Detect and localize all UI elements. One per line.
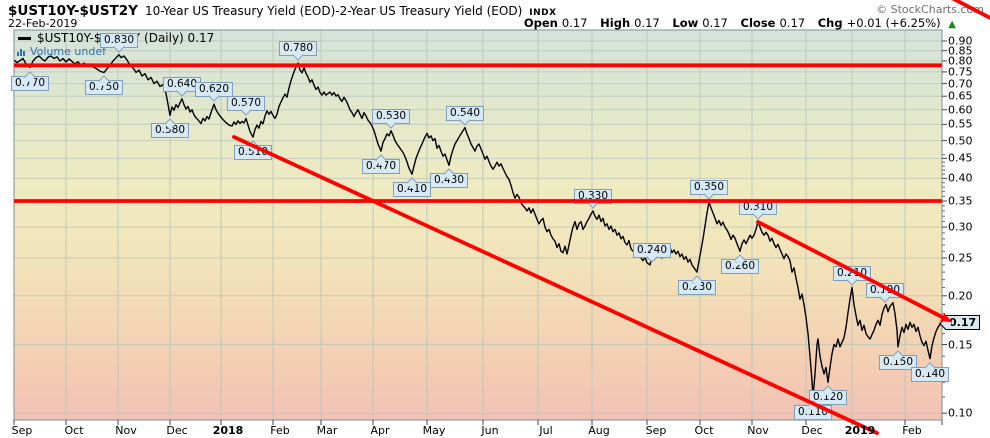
y-axis-label: 0.90	[948, 34, 973, 48]
price-flag: 0.780	[278, 41, 318, 61]
x-axis-label: Nov	[747, 424, 769, 437]
title-row: $UST10Y-$UST2Y 10-Year US Treasury Yield…	[8, 3, 557, 19]
x-axis-label: Apr	[370, 424, 390, 437]
x-axis-label: Feb	[902, 424, 922, 437]
y-axis-label: 0.25	[948, 251, 973, 265]
open-label: Open	[523, 16, 558, 30]
trendline-arrowhead	[940, 313, 952, 323]
y-axis-label: 0.50	[948, 134, 973, 148]
price-flag: 0.830	[99, 32, 139, 53]
x-axis-label: Mar	[316, 424, 338, 437]
price-flag: 0.620	[194, 82, 234, 102]
x-axis-label: Oct	[64, 424, 84, 437]
chg-label: Chg	[817, 16, 843, 30]
price-flag: 0.470	[361, 154, 401, 175]
price-flag: 0.410	[392, 177, 432, 198]
price-flag: 0.230	[677, 275, 717, 296]
up-triangle-icon: ▲	[948, 19, 956, 30]
price-flag: 0.120	[808, 385, 848, 406]
x-axis-label: Sep	[11, 424, 33, 437]
close-label: Close	[740, 16, 776, 30]
trendline	[756, 220, 946, 320]
price-flag: 0.260	[720, 254, 760, 275]
x-axis-label: Feb	[270, 424, 290, 437]
y-axis-label: 0.80	[948, 54, 973, 68]
exchange-label: INDX	[529, 8, 557, 18]
x-axis-label: Sep	[645, 424, 667, 437]
price-flag: 0.750	[84, 75, 124, 96]
price-flag: 0.640	[162, 76, 202, 97]
x-axis-label: 2018	[212, 424, 244, 437]
close-value: 0.17	[779, 16, 806, 30]
series-color-swatch	[18, 36, 31, 40]
price-flag: 0.310	[738, 199, 778, 220]
x-axis-label: 2019	[844, 424, 876, 437]
x-axis-label: Oct	[694, 424, 714, 437]
x-axis-label: Dec	[166, 424, 188, 437]
y-axis-label: 0.45	[948, 151, 973, 165]
price-flag: 0.430	[429, 168, 469, 189]
y-axis-label: 0.10	[948, 406, 973, 420]
price-flag: 0.540	[445, 105, 485, 126]
high-label: High	[600, 16, 631, 30]
y-axis-label: 0.65	[948, 89, 973, 103]
chart-date: 22-Feb-2019	[8, 17, 78, 30]
chg-value: +0.01 (+6.25%)	[846, 16, 941, 30]
y-axis-label: 0.85	[948, 44, 973, 58]
price-flag: 0.150	[878, 350, 918, 370]
volume-bars-icon	[17, 49, 25, 58]
trendline	[232, 135, 879, 435]
x-axis-label: Aug	[588, 424, 610, 437]
y-axis-label: 0.20	[948, 289, 973, 303]
price-flag: 0.530	[371, 108, 411, 129]
low-label: Low	[672, 16, 699, 30]
price-flag: 0.140	[910, 361, 950, 382]
plot-background	[14, 30, 942, 420]
price-flag: 0.570	[226, 96, 266, 117]
plot-border	[13, 29, 943, 421]
y-axis-label: 0.35	[948, 194, 973, 208]
symbol-title: $UST10Y-$UST2Y	[8, 3, 138, 19]
open-value: 0.17	[561, 16, 588, 30]
quote-row: Open 0.17 High 0.17 Low 0.17 Close 0.17 Chg +…	[524, 16, 956, 30]
y-axis-label: 0.75	[948, 65, 973, 79]
price-flag: 0.350	[689, 180, 729, 200]
trendline	[951, 0, 990, 21]
y-axis-label: 0.40	[948, 171, 973, 185]
price-flag: 0.240	[632, 242, 672, 263]
y-axis-label: 0.15	[948, 338, 973, 351]
chart-description: 10-Year US Treasury Yield (EOD)-2-Year U…	[144, 4, 523, 18]
high-value: 0.17	[634, 16, 660, 30]
y-axis-label: 0.55	[948, 117, 973, 131]
copyright: © StockCharts.com	[876, 3, 984, 16]
y-axis-label: 0.60	[948, 103, 973, 117]
x-axis-label: Jul	[539, 424, 553, 437]
price-flag: 0.580	[150, 118, 190, 139]
price-flag: 0.770	[10, 70, 50, 91]
x-axis-label: May	[422, 424, 446, 437]
low-value: 0.17	[702, 16, 728, 30]
x-axis-label: Nov	[115, 424, 137, 437]
x-axis-label: Jun	[481, 424, 499, 437]
volume-legend-label: Volume undef	[30, 45, 106, 58]
y-axis-label: 0.30	[948, 220, 973, 234]
x-axis-label: Dec	[801, 424, 823, 437]
price-line	[14, 54, 942, 398]
last-price-box: 0.17	[939, 315, 981, 331]
y-axis-label: 0.70	[948, 77, 973, 91]
volume-legend: Volume undef	[17, 45, 106, 58]
